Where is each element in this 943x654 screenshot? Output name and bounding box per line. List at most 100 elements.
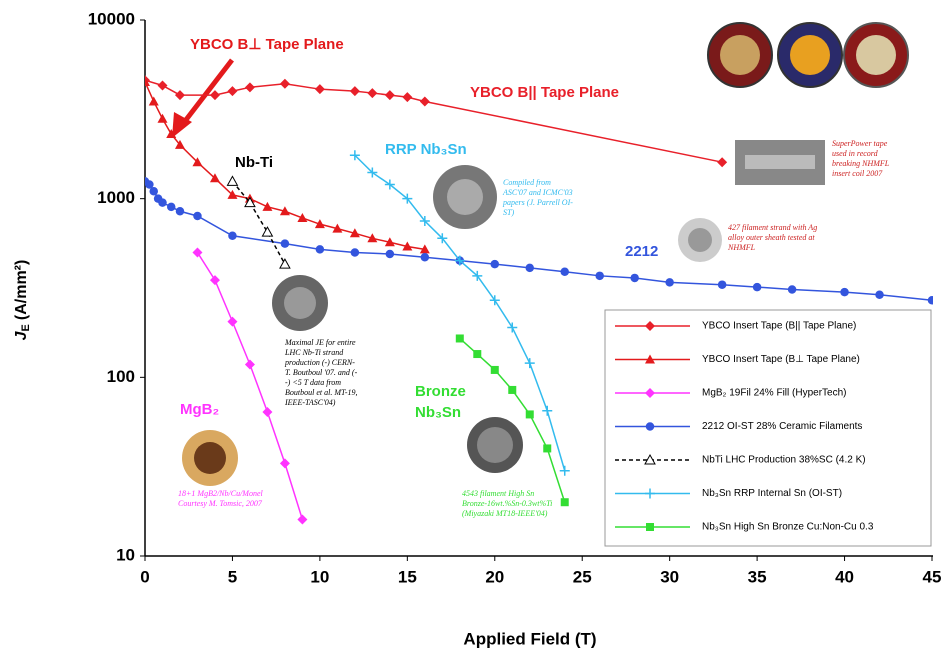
marker [490, 259, 500, 269]
marker [507, 322, 518, 333]
marker [315, 245, 325, 254]
marker [157, 113, 168, 123]
y-tick-label: 1000 [97, 188, 135, 207]
marker [228, 231, 237, 241]
marker [227, 316, 238, 327]
marker [349, 86, 360, 97]
marker [490, 365, 499, 374]
marker [314, 84, 325, 95]
marker [560, 267, 569, 276]
y-tick-label: 10000 [88, 9, 135, 28]
plot-area [145, 75, 933, 525]
marker [280, 239, 290, 248]
annotation-label: YBCO B⊥ Tape Plane [190, 36, 344, 53]
marker [192, 157, 203, 167]
marker [148, 96, 159, 106]
marker [349, 228, 360, 238]
x-tick-label: 5 [228, 567, 237, 586]
x-tick-label: 35 [748, 567, 767, 586]
marker [244, 359, 255, 370]
annotation-note: Courtesy M. Tomsic, 2007 [178, 499, 263, 508]
legend-marker [645, 321, 655, 331]
marker [665, 278, 674, 287]
marker [543, 444, 552, 453]
annotation-note: ASC'07 and ICMC'03 [502, 188, 573, 197]
legend-marker [645, 388, 655, 398]
marker [840, 287, 849, 297]
marker [402, 92, 413, 103]
marker [279, 206, 290, 216]
annotation-note: insert coil 2007 [832, 169, 883, 178]
annotation-note: NHMFL [727, 243, 756, 252]
marker [174, 90, 185, 101]
marker [560, 498, 569, 507]
marker [314, 219, 325, 229]
marker [209, 275, 220, 286]
legend [604, 309, 932, 547]
marker [752, 282, 762, 292]
marker [367, 88, 378, 99]
marker [279, 458, 290, 469]
y-axis-title: JE (A/mm²) [13, 260, 32, 341]
x-tick-label: 40 [835, 567, 854, 586]
annotation-note: (Miyazaki MT18-IEEE'04) [462, 509, 548, 518]
marker [149, 187, 158, 196]
x-tick-label: 15 [398, 567, 417, 586]
marker [454, 255, 465, 266]
marker [166, 202, 176, 212]
marker [297, 212, 308, 222]
marker [367, 167, 378, 178]
marker [419, 215, 430, 226]
annotation-note: LHC Nb-Ti strand [284, 348, 344, 357]
marker [297, 514, 308, 525]
legend-label: 2212 OI-ST 28% Ceramic Filaments [702, 421, 862, 432]
legend-label: Nb₃Sn High Sn Bronze Cu:Non-Cu 0.3 [702, 522, 874, 533]
legend-marker [645, 488, 655, 499]
legend-label: NbTi LHC Production 38%SC (4.2 K) [702, 455, 866, 466]
marker [437, 233, 448, 244]
annotation-note: Maximal JE for entire [284, 338, 356, 347]
marker [226, 175, 239, 186]
annotation-label: Nb₃Sn [415, 404, 461, 421]
annotation-label: RRP Nb₃Sn [385, 141, 467, 158]
y-subscript: E [20, 324, 32, 331]
annotation-note: IEEE-TASC'04) [284, 398, 336, 407]
marker [542, 405, 553, 416]
annotation-label: Bronze [415, 383, 466, 400]
legend-label: Nb₃Sn RRP Internal Sn (OI-ST) [702, 488, 842, 499]
annotation-note: Bronze-16wt.%Sn-0.3wt%Ti [462, 499, 552, 508]
marker [472, 270, 483, 281]
annotation-note: -) <5 T data from [285, 378, 341, 387]
marker [193, 211, 202, 221]
x-axis-title: Applied Field (T) [463, 629, 596, 648]
legend-marker [645, 354, 655, 364]
marker [717, 280, 727, 289]
series-line [231, 180, 286, 265]
annotation-label: Nb-Ti [235, 154, 273, 171]
marker [455, 334, 464, 343]
marker [385, 249, 395, 259]
marker [419, 96, 430, 107]
annotation-note: 4543 filament High Sn [462, 489, 534, 498]
marker [158, 198, 167, 207]
logos [707, 22, 909, 88]
y-tick-label: 100 [107, 367, 135, 386]
marker [384, 179, 395, 190]
marker [209, 90, 220, 101]
x-tick-label: 25 [573, 567, 592, 586]
annotation-note: used in record [832, 149, 879, 158]
marker [787, 285, 797, 294]
marker [508, 385, 517, 394]
marker [227, 189, 238, 199]
marker [489, 295, 500, 306]
x-tick-label: 30 [660, 567, 679, 586]
legend-label: MgB₂ 19Fil 24% Fill (HyperTech) [702, 388, 846, 399]
legend-label: YBCO Insert Tape (B⊥ Tape Plane) [702, 354, 860, 365]
marker [244, 82, 255, 93]
annotation-note: 427 filament strand with Ag [728, 223, 817, 232]
marker [420, 253, 430, 262]
x-tick-label: 10 [310, 567, 329, 586]
annotation-note: Compiled from [503, 178, 551, 187]
marker [717, 157, 728, 168]
marker [349, 150, 360, 161]
